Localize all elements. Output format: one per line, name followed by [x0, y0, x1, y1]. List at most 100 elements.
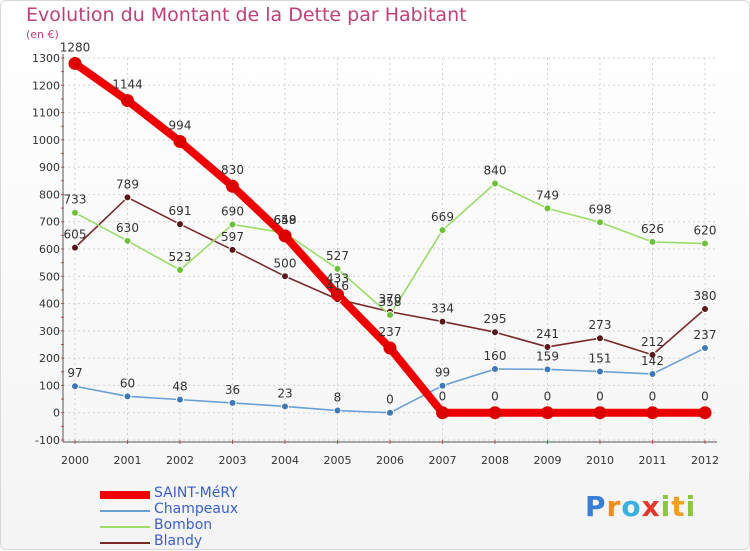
data-label: 160	[484, 349, 507, 363]
y-tick-label: 700	[39, 216, 60, 229]
x-tick-label: 2008	[481, 454, 509, 467]
data-point	[228, 398, 237, 407]
chart-title: Evolution du Montant de la Dette par Hab…	[26, 4, 467, 26]
data-point	[541, 406, 554, 420]
y-tick-label: 1300	[32, 52, 60, 65]
proxiti-logo: Proxiti	[585, 490, 697, 523]
data-label: 648	[274, 213, 297, 227]
y-axis-unit: (en €)	[26, 28, 59, 41]
data-label: 500	[274, 256, 297, 270]
data-label: 159	[536, 349, 559, 363]
data-point	[646, 406, 659, 420]
data-point	[701, 239, 709, 248]
data-point	[701, 305, 709, 314]
y-tick-label: 900	[39, 161, 60, 174]
data-label: 48	[172, 380, 187, 394]
data-point	[596, 367, 604, 376]
data-point	[491, 179, 499, 188]
y-tick-label: 200	[39, 352, 60, 365]
x-tick-label: 2011	[639, 454, 667, 467]
data-point	[278, 229, 292, 243]
x-tick-label: 2005	[324, 454, 352, 467]
data-label: 830	[221, 163, 244, 177]
data-label: 433	[326, 272, 349, 286]
data-label: 527	[326, 249, 349, 263]
data-point	[596, 334, 604, 343]
data-point	[121, 94, 134, 108]
data-label: 237	[694, 328, 717, 342]
x-tick-label: 2010	[586, 454, 614, 467]
data-label: 698	[589, 202, 612, 216]
data-label: 237	[379, 325, 402, 339]
legend-swatch	[100, 510, 150, 512]
data-label: 0	[596, 390, 604, 404]
legend-swatch	[100, 491, 150, 499]
data-point	[228, 220, 237, 229]
y-tick-label: 1000	[32, 134, 60, 147]
legend-label: SAINT-MéRY	[154, 485, 238, 501]
data-label: 690	[221, 204, 244, 218]
data-label: 605	[64, 228, 87, 242]
y-tick-label: 1100	[32, 107, 60, 120]
x-tick-label: 2012	[691, 454, 719, 467]
legend-label: Bombon	[154, 517, 213, 533]
data-point	[383, 341, 397, 355]
data-point	[438, 317, 447, 326]
data-label: 1144	[112, 78, 143, 92]
data-label: 295	[484, 312, 507, 326]
data-point	[228, 245, 237, 254]
legend-swatch	[100, 526, 150, 528]
data-label: 691	[169, 204, 192, 218]
data-point	[331, 288, 344, 302]
y-tick-label: 100	[39, 379, 60, 392]
x-tick-label: 2002	[166, 454, 194, 467]
y-tick-label: 300	[39, 325, 60, 338]
data-point	[491, 328, 499, 337]
data-label: 97	[67, 366, 82, 380]
data-label: 212	[641, 335, 664, 349]
data-label: 733	[64, 193, 87, 207]
legend-label: Blandy	[154, 533, 203, 549]
data-point	[281, 272, 289, 281]
data-point	[71, 243, 79, 252]
data-label: 151	[589, 352, 612, 366]
x-tick-label: 2004	[271, 454, 299, 467]
data-point	[176, 220, 184, 229]
y-tick-label: 1200	[32, 79, 60, 92]
y-tick-label: 0	[53, 407, 60, 420]
data-point	[386, 311, 394, 320]
data-label: 597	[221, 230, 244, 244]
data-point	[173, 134, 187, 148]
data-label: 620	[694, 224, 717, 238]
y-tick-label: -100	[35, 434, 60, 447]
data-label: 99	[435, 366, 450, 380]
data-point	[123, 392, 132, 401]
legend-swatch	[100, 542, 150, 544]
data-label: 789	[116, 177, 139, 191]
data-label: 840	[484, 164, 507, 178]
data-labels: 1280 1144 994 830 648 433 237 0 0 0 0 0 0 97 60 48 36 23 8…	[60, 40, 717, 406]
data-point	[596, 218, 604, 227]
data-label: 0	[649, 390, 657, 404]
data-label: 994	[169, 118, 192, 132]
data-label: 60	[120, 376, 135, 390]
data-point	[226, 179, 239, 193]
x-tick-label: 2007	[429, 454, 457, 467]
data-point	[333, 264, 342, 273]
data-label: 23	[277, 386, 292, 400]
data-point	[176, 266, 184, 275]
data-point	[123, 236, 132, 245]
data-label: 0	[701, 390, 709, 404]
data-label: 630	[116, 221, 139, 235]
x-tick-label: 2003	[219, 454, 247, 467]
data-point	[71, 208, 79, 217]
x-tick-label: 2001	[114, 454, 142, 467]
data-point	[333, 406, 342, 415]
data-label: 334	[431, 302, 454, 316]
data-label: 142	[641, 354, 664, 368]
data-label: 358	[379, 295, 402, 309]
data-label: 523	[169, 250, 192, 264]
data-label: 1280	[60, 40, 91, 54]
x-tick-label: 2006	[376, 454, 404, 467]
